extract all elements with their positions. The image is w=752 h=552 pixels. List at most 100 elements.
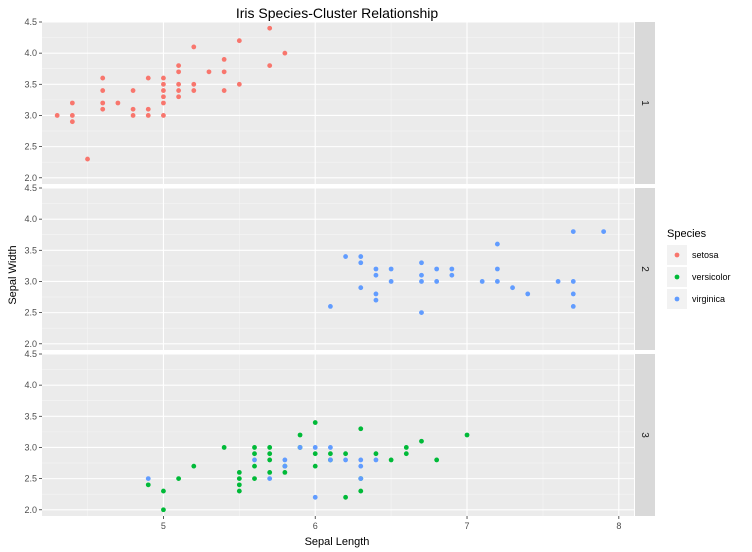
data-point-versicolor xyxy=(343,451,348,457)
y-tick-label: 3.0 xyxy=(24,442,37,452)
data-point-virginica xyxy=(373,291,379,297)
data-point-setosa xyxy=(145,106,151,112)
data-point-virginica xyxy=(494,241,500,247)
data-point-setosa xyxy=(54,113,60,118)
data-point-setosa xyxy=(145,75,151,81)
x-axis: 5 6 7 8 xyxy=(161,516,621,531)
data-point-virginica xyxy=(343,254,348,259)
data-point-setosa xyxy=(267,25,273,31)
data-point-setosa xyxy=(161,75,166,81)
data-point-setosa xyxy=(176,69,182,75)
data-point-virginica xyxy=(479,279,485,284)
y-tick-label: 2.0 xyxy=(24,173,37,183)
data-point-virginica xyxy=(601,229,607,235)
data-point-virginica xyxy=(328,445,333,450)
data-point-virginica xyxy=(373,272,379,278)
data-point-versicolor xyxy=(145,482,151,488)
data-point-versicolor xyxy=(267,451,273,457)
y-tick-label: 2.5 xyxy=(24,142,37,152)
data-point-setosa xyxy=(191,88,197,93)
legend-label-setosa: setosa xyxy=(692,250,719,260)
data-point-virginica xyxy=(312,445,318,450)
facet-panel-3: 2.0 2.5 3.0 3.5 4.0 4.5 3 xyxy=(24,349,655,516)
data-point-setosa xyxy=(191,44,197,50)
data-point-versicolor xyxy=(176,476,182,482)
data-point-virginica xyxy=(570,303,576,309)
y-tick-label: 4.5 xyxy=(24,349,37,359)
y-tick-label: 3.0 xyxy=(24,276,37,286)
data-point-setosa xyxy=(282,50,288,56)
y-tick-label: 3.5 xyxy=(24,79,37,89)
data-point-setosa xyxy=(130,113,136,118)
data-point-versicolor xyxy=(403,445,409,450)
data-point-setosa xyxy=(206,69,212,75)
facet-strip xyxy=(635,188,655,350)
y-tick-label: 4.0 xyxy=(24,214,37,224)
data-point-virginica xyxy=(570,229,576,235)
data-point-versicolor xyxy=(343,494,348,500)
data-point-virginica xyxy=(570,291,576,297)
data-point-virginica xyxy=(373,297,379,303)
data-point-virginica xyxy=(525,291,531,297)
y-tick-label: 3.5 xyxy=(24,411,37,421)
data-point-virginica xyxy=(328,303,333,309)
y-tick-label: 2.0 xyxy=(24,339,37,349)
data-point-virginica xyxy=(570,279,576,284)
y-tick-label: 3.5 xyxy=(24,245,37,255)
x-tick-label: 7 xyxy=(465,521,470,531)
data-point-setosa xyxy=(85,156,90,162)
data-point-versicolor xyxy=(252,451,257,457)
data-point-virginica xyxy=(373,457,379,463)
facet-strip-label: 2 xyxy=(639,266,650,272)
data-point-virginica xyxy=(252,457,257,463)
data-point-versicolor xyxy=(252,463,257,469)
x-tick-label: 6 xyxy=(313,521,318,531)
y-axis-title: Sepal Width xyxy=(7,245,19,304)
data-point-setosa xyxy=(236,81,242,87)
facet-panel-1: 2.0 2.5 3.0 3.5 4.0 4.5 1 xyxy=(24,17,655,184)
data-point-versicolor xyxy=(161,488,166,494)
data-point-virginica xyxy=(434,266,440,272)
data-point-setosa xyxy=(161,81,166,87)
data-point-setosa xyxy=(221,88,227,93)
data-point-virginica xyxy=(388,266,394,272)
data-point-versicolor xyxy=(252,476,257,482)
data-point-setosa xyxy=(130,106,136,112)
data-point-virginica xyxy=(282,457,288,463)
data-point-versicolor xyxy=(236,488,242,494)
data-point-setosa xyxy=(176,88,182,93)
data-point-setosa xyxy=(100,100,106,106)
data-point-virginica xyxy=(267,476,273,482)
facet-panels: 2.02.53.03.54.04.512.02.53.03.54.04.522.… xyxy=(24,17,655,516)
data-point-versicolor xyxy=(403,451,409,457)
data-point-setosa xyxy=(161,94,166,100)
data-point-setosa xyxy=(161,113,166,118)
y-tick-label: 2.0 xyxy=(24,505,37,515)
data-point-virginica xyxy=(419,279,424,284)
data-point-versicolor xyxy=(373,451,379,457)
data-point-versicolor xyxy=(312,463,318,469)
data-point-versicolor xyxy=(358,488,364,494)
data-point-setosa xyxy=(176,63,182,69)
data-point-virginica xyxy=(312,494,318,500)
x-tick-label: 5 xyxy=(161,521,166,531)
data-point-setosa xyxy=(100,75,106,81)
data-point-versicolor xyxy=(282,469,288,475)
legend-key-versicolor xyxy=(674,274,680,280)
panel-background xyxy=(42,354,634,516)
data-point-virginica xyxy=(434,279,440,284)
data-point-setosa xyxy=(236,38,242,44)
facet-strip-label: 1 xyxy=(639,100,650,106)
data-point-setosa xyxy=(69,119,75,125)
data-point-virginica xyxy=(494,266,500,272)
legend-key-virginica xyxy=(674,296,680,302)
data-point-setosa xyxy=(161,88,166,93)
data-point-virginica xyxy=(328,457,333,463)
data-point-versicolor xyxy=(252,445,257,450)
data-point-versicolor xyxy=(388,457,394,463)
facet-strip xyxy=(635,354,655,516)
data-point-versicolor xyxy=(312,451,318,457)
data-point-setosa xyxy=(176,94,182,100)
data-point-versicolor xyxy=(358,426,364,432)
